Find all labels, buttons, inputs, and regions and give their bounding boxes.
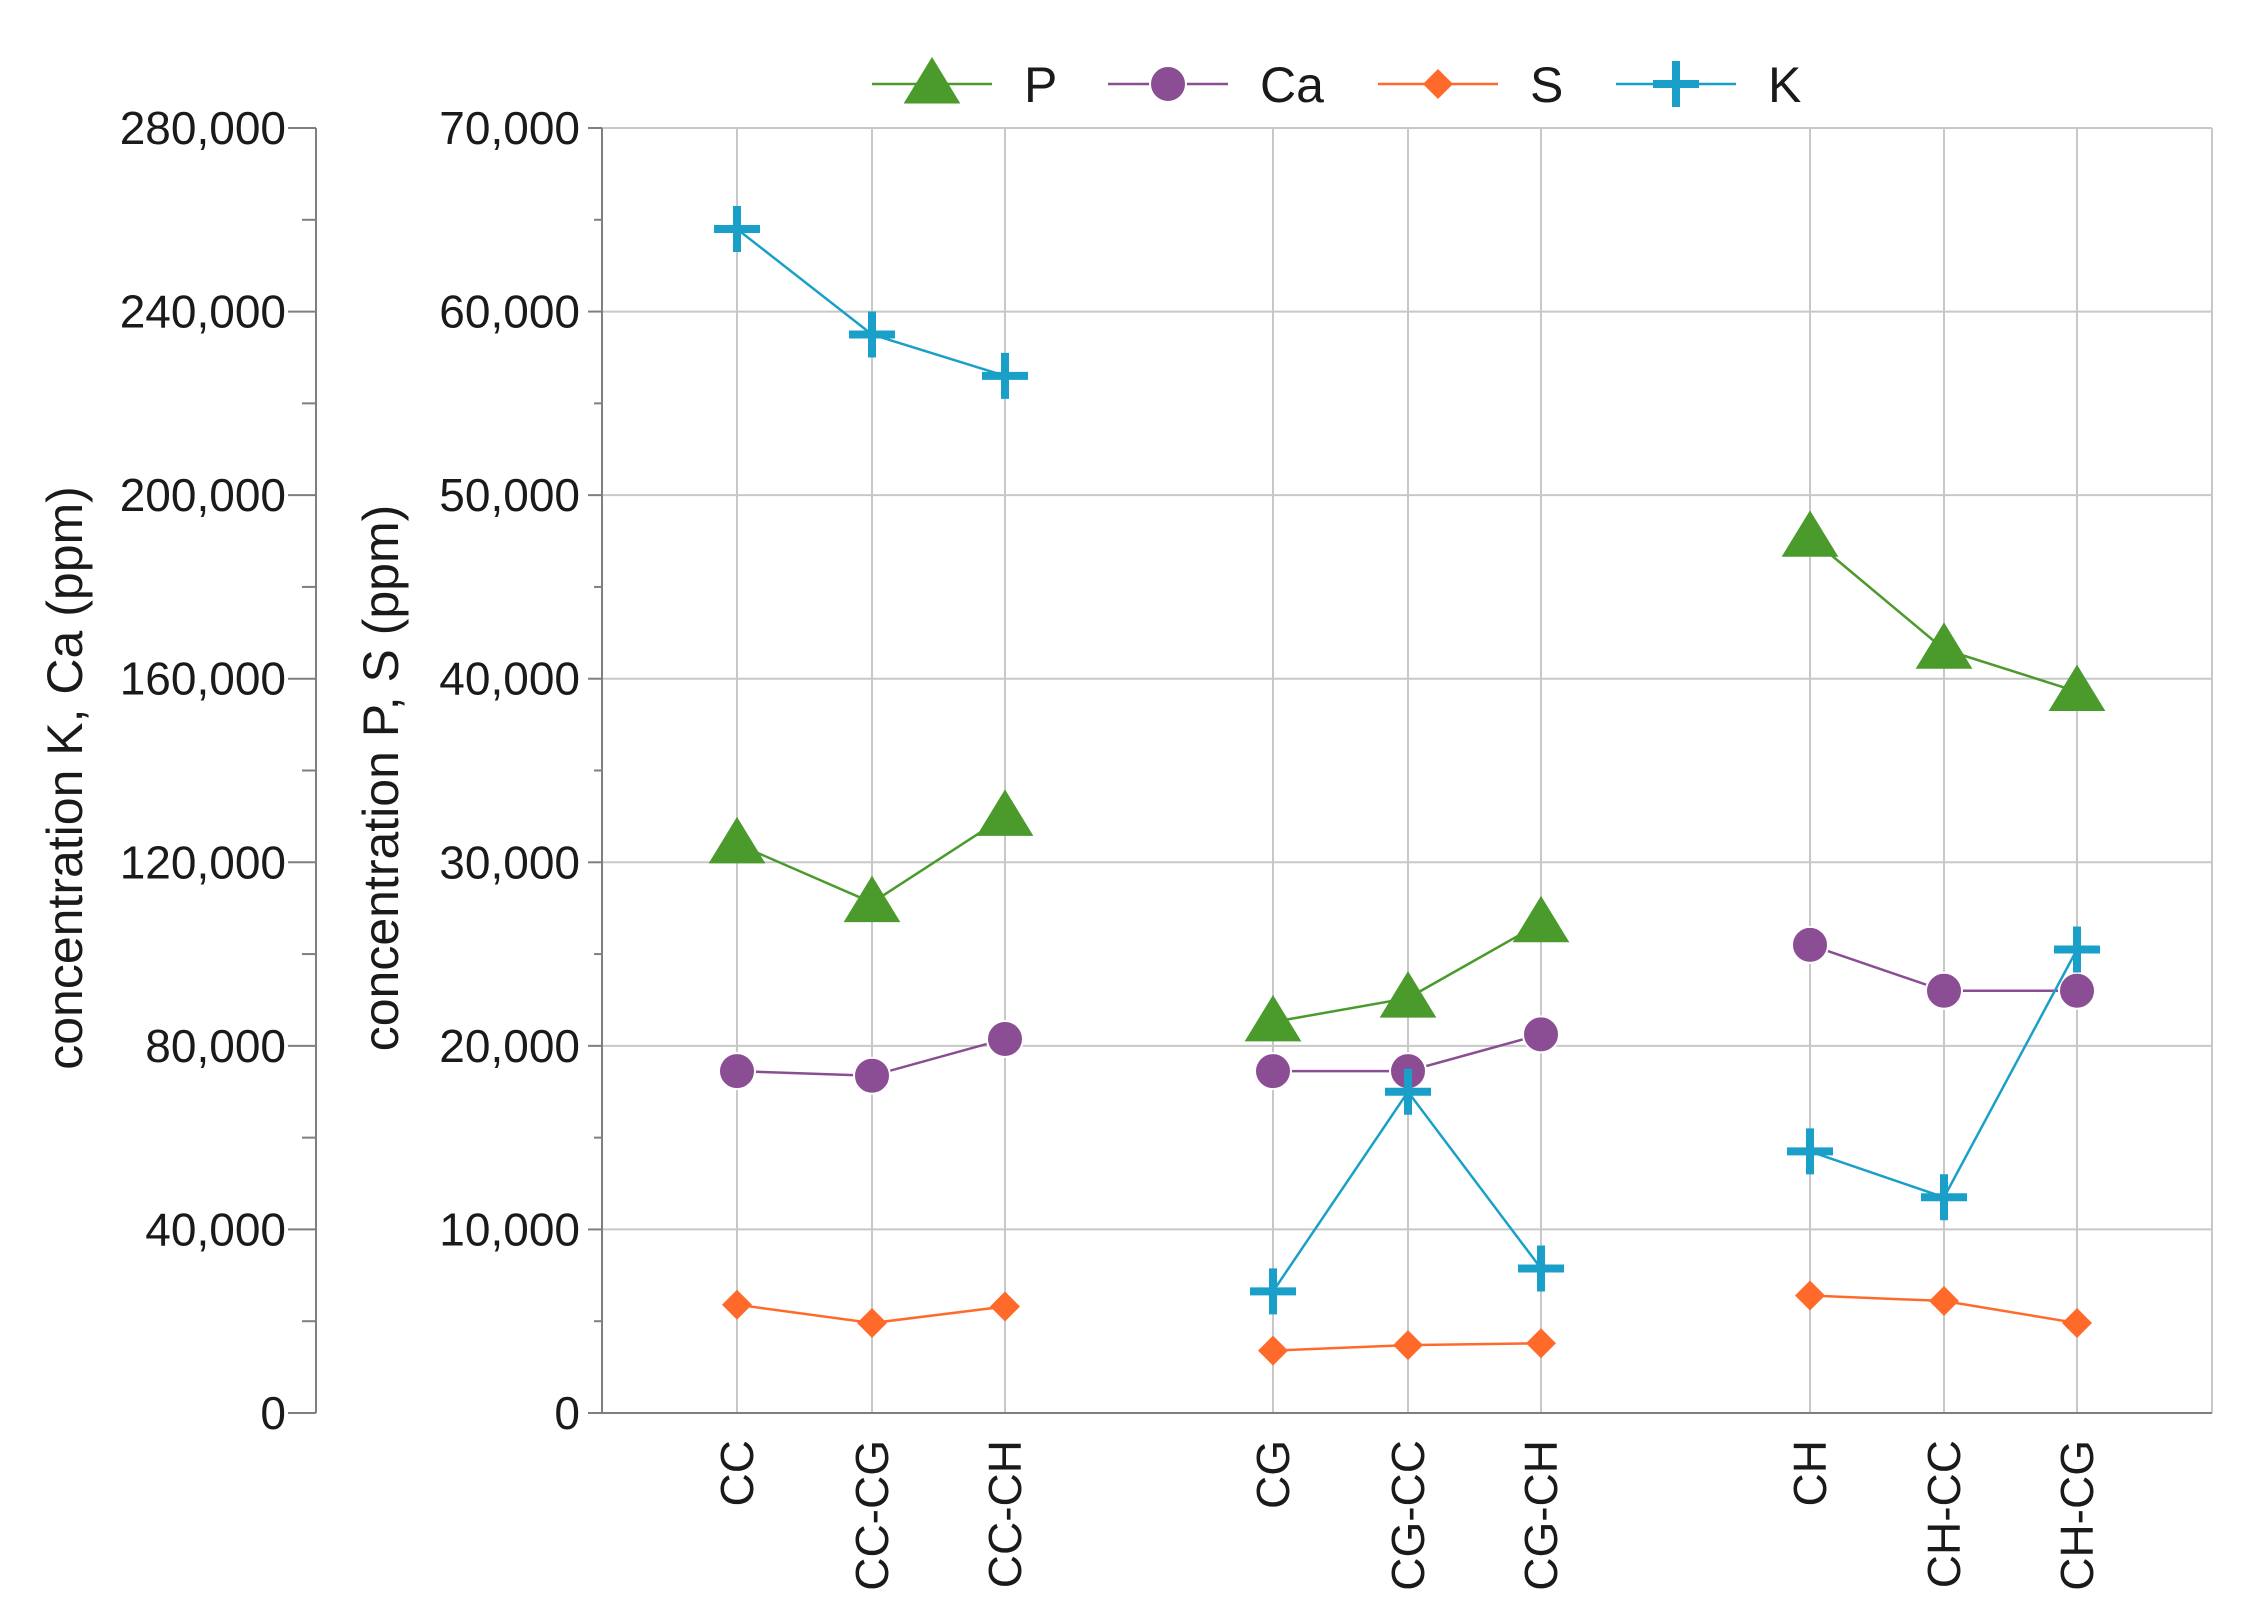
point-s xyxy=(857,1308,887,1339)
inner-y-tick-label: 60,000 xyxy=(439,286,580,338)
point-k xyxy=(714,205,760,252)
point-ca xyxy=(1925,971,1963,1010)
inner-y-tick-label: 10,000 xyxy=(439,1203,580,1255)
outer-y-axis-tick-labels: 0 40,000 80,000 120,000 160,000 200,000 240,00… xyxy=(120,102,286,1439)
point-ca xyxy=(2058,971,2096,1010)
legend-label: P xyxy=(1024,57,1057,113)
point-k xyxy=(1921,1174,1967,1221)
point-s xyxy=(1929,1286,1959,1317)
outer-y-tick-label: 240,000 xyxy=(120,286,286,338)
outer-y-tick-label: 0 xyxy=(260,1387,286,1439)
point-k xyxy=(1385,1068,1431,1115)
point-p xyxy=(2048,664,2106,712)
x-category-label: CC xyxy=(711,1440,763,1506)
inner-y-axis-tick-labels: 0 10,000 20,000 30,000 40,000 50,000 60,000 70,… xyxy=(439,102,580,1439)
outer-y-tick-label: 40,000 xyxy=(145,1203,286,1255)
point-k xyxy=(1250,1268,1296,1315)
outer-y-tick-label: 160,000 xyxy=(120,653,286,705)
legend-marker-ca xyxy=(1149,65,1187,103)
legend-label: S xyxy=(1530,57,1563,113)
point-p xyxy=(976,789,1034,836)
point-p xyxy=(843,875,901,923)
x-category-label: CC-CG xyxy=(846,1440,898,1591)
point-p xyxy=(1379,971,1437,1018)
point-k xyxy=(1787,1128,1833,1175)
x-category-label: CH-CG xyxy=(2051,1440,2103,1591)
x-category-label: CG-CC xyxy=(1382,1440,1434,1591)
point-s xyxy=(990,1291,1020,1322)
legend-marker-p xyxy=(903,57,961,104)
outer-y-tick-label: 80,000 xyxy=(145,1020,286,1072)
point-ca xyxy=(718,1052,756,1091)
point-ca xyxy=(986,1019,1024,1058)
point-s xyxy=(2062,1308,2092,1339)
legend-marker-s xyxy=(1423,69,1453,99)
x-category-label: CH xyxy=(1784,1440,1836,1506)
legend: P Ca S K xyxy=(872,57,1801,113)
legend-label: K xyxy=(1768,57,1801,113)
point-s xyxy=(722,1289,752,1320)
point-p xyxy=(1512,895,1570,943)
inner-y-tick-label: 20,000 xyxy=(439,1020,580,1072)
point-s xyxy=(1795,1280,1825,1311)
x-category-label: CH-CC xyxy=(1918,1440,1970,1588)
point-s xyxy=(1526,1328,1556,1359)
outer-y-tick-label: 120,000 xyxy=(120,836,286,888)
point-k xyxy=(1518,1245,1564,1292)
point-ca xyxy=(1254,1052,1292,1091)
inner-y-axis-title: concentration P, S (ppm) xyxy=(353,505,409,1052)
point-s xyxy=(1393,1330,1423,1361)
legend-item-ca: Ca xyxy=(1108,57,1324,113)
legend-item-p: P xyxy=(872,57,1057,113)
series-s xyxy=(722,1280,2092,1366)
point-p xyxy=(1781,510,1839,557)
inner-y-tick-label: 0 xyxy=(554,1387,580,1439)
x-category-label: CG xyxy=(1247,1440,1299,1509)
point-k xyxy=(849,311,895,358)
point-ca xyxy=(853,1056,891,1095)
inner-y-tick-label: 50,000 xyxy=(439,469,580,521)
point-p xyxy=(1244,994,1302,1042)
outer-y-tick-label: 280,000 xyxy=(120,102,286,154)
x-axis-category-labels: CC CC-CG CC-CH CG CG-CC CG-CH CH CH-CC CH-CG xyxy=(711,1440,2103,1591)
point-p xyxy=(708,816,766,864)
legend-marker-k xyxy=(1653,61,1699,107)
inner-y-tick-label: 30,000 xyxy=(439,836,580,888)
legend-label: Ca xyxy=(1260,57,1324,113)
legend-item-k: K xyxy=(1616,57,1801,113)
point-k xyxy=(2054,926,2100,973)
x-category-label: CC-CH xyxy=(979,1440,1031,1588)
point-k xyxy=(982,352,1028,399)
axes xyxy=(288,127,2212,1414)
inner-y-tick-label: 40,000 xyxy=(439,653,580,705)
point-s xyxy=(1258,1335,1288,1366)
outer-y-tick-label: 200,000 xyxy=(120,469,286,521)
series-p xyxy=(708,510,2106,1042)
legend-item-s: S xyxy=(1378,57,1563,113)
point-ca xyxy=(1791,925,1829,964)
inner-y-tick-label: 70,000 xyxy=(439,102,580,154)
outer-y-axis-title: concentration K, Ca (ppm) xyxy=(37,486,93,1070)
point-ca xyxy=(1522,1015,1560,1054)
series-k xyxy=(714,205,2100,1315)
grid-lines xyxy=(602,127,2213,1413)
data-series xyxy=(708,205,2106,1366)
x-category-label: CG-CH xyxy=(1515,1440,1567,1591)
point-p xyxy=(1915,622,1973,669)
